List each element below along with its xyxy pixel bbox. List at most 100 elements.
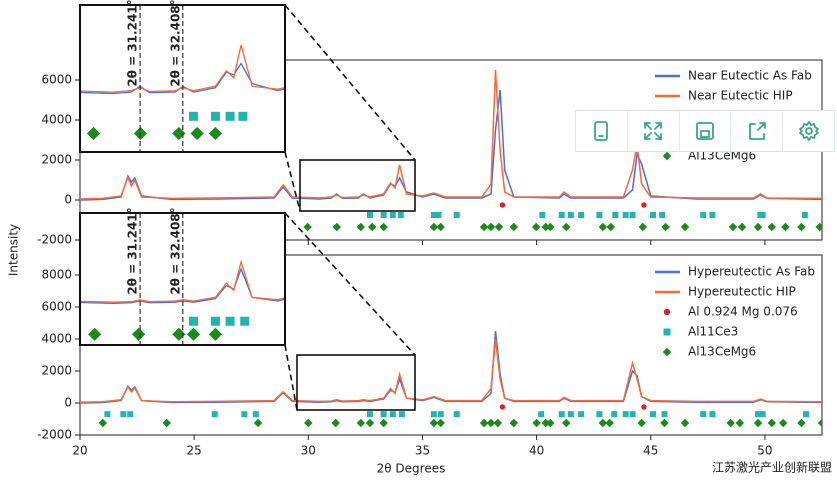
marker <box>797 222 806 232</box>
marker <box>680 222 690 232</box>
marker <box>435 212 442 218</box>
marker <box>629 212 636 218</box>
marker <box>493 418 503 428</box>
line-series <box>80 62 285 95</box>
y-tick-label: 2000 <box>41 153 72 167</box>
inset-content <box>80 259 285 341</box>
fullscreen-button[interactable] <box>628 111 680 151</box>
marker <box>797 418 806 428</box>
marker <box>662 347 672 357</box>
marker <box>436 418 445 428</box>
reference-label: 2θ = 31.241° <box>126 207 140 294</box>
marker <box>389 212 396 218</box>
marker <box>240 316 250 326</box>
y-tick-label: 4000 <box>41 113 72 127</box>
marker <box>726 418 735 428</box>
marker <box>104 411 111 418</box>
marker <box>303 222 312 232</box>
reference-label: 2θ = 31.241° <box>126 0 140 87</box>
marker <box>499 404 506 410</box>
y-tick-label: 0 <box>64 193 72 207</box>
share-button[interactable] <box>731 111 784 151</box>
marker <box>162 418 171 428</box>
marker <box>252 411 259 418</box>
marker <box>700 411 707 418</box>
marker <box>331 418 340 428</box>
marker <box>606 222 616 232</box>
marker <box>539 212 546 218</box>
marker <box>366 411 373 418</box>
marker <box>759 212 766 218</box>
connector <box>284 212 416 356</box>
x-tick-label: 30 <box>301 444 316 458</box>
x-tick-label: 20 <box>72 444 87 458</box>
marker <box>541 418 550 428</box>
marker <box>380 212 387 218</box>
marker <box>437 411 444 418</box>
marker <box>611 411 618 418</box>
marker <box>541 222 550 232</box>
legend-label: Hypereutectic HIP <box>688 285 796 299</box>
marker <box>558 411 565 418</box>
inset-frame <box>79 4 286 153</box>
marker <box>562 418 571 428</box>
y-tick-label: 6000 <box>41 73 72 87</box>
line-series <box>80 44 285 93</box>
marker <box>700 212 707 218</box>
marker <box>612 212 619 218</box>
marker <box>379 222 388 232</box>
marker <box>596 212 603 218</box>
marker <box>241 411 248 418</box>
marker <box>567 411 574 418</box>
marker <box>735 418 745 428</box>
marker <box>680 418 690 428</box>
settings-button[interactable] <box>783 111 834 151</box>
marker <box>605 418 614 428</box>
marker <box>366 212 373 218</box>
tablet-button[interactable] <box>576 111 628 151</box>
marker <box>650 212 657 218</box>
zoom-box <box>296 354 416 411</box>
marker <box>453 212 460 218</box>
x-tick-label: 40 <box>529 444 544 458</box>
marker <box>494 222 504 232</box>
marker <box>578 411 585 418</box>
marker <box>365 418 375 428</box>
x-axis-label: 2θ Degrees <box>377 462 446 476</box>
marker <box>379 418 388 428</box>
reference-label: 2θ = 32.408° <box>168 207 182 294</box>
marker <box>356 222 366 232</box>
marker <box>486 418 496 428</box>
marker <box>225 111 235 121</box>
marker <box>120 411 127 418</box>
marker <box>211 411 218 418</box>
connector <box>284 151 301 212</box>
toolbar <box>575 110 835 152</box>
save-button[interactable] <box>680 111 732 151</box>
marker <box>778 418 788 428</box>
marker <box>188 111 198 121</box>
marker <box>356 418 366 428</box>
marker <box>755 411 762 418</box>
marker <box>429 222 439 232</box>
legend-label: Al 0.924 Mg 0.076 <box>688 305 798 319</box>
legend-label: Al13CeMg6 <box>688 149 756 163</box>
marker <box>709 212 716 218</box>
marker <box>546 222 555 232</box>
x-tick-label: 35 <box>415 444 430 458</box>
marker <box>86 126 101 141</box>
marker <box>641 202 647 208</box>
marker <box>803 411 810 418</box>
connector <box>284 344 298 411</box>
marker <box>210 111 220 121</box>
marker <box>638 222 647 232</box>
y-tick-label: 0 <box>64 396 72 410</box>
marker <box>663 328 671 336</box>
marker <box>660 418 669 428</box>
marker <box>629 411 636 418</box>
y-tick-label: 6000 <box>41 300 72 314</box>
legend-label: Al13CeMg6 <box>688 345 756 359</box>
marker <box>532 418 541 428</box>
y-tick-label: -2000 <box>37 233 72 247</box>
